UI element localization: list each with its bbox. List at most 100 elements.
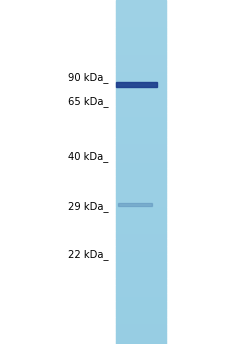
- Bar: [116, 48, 166, 49]
- Bar: [116, 79, 166, 80]
- Bar: [116, 180, 166, 181]
- Bar: [116, 217, 166, 218]
- Bar: [116, 56, 166, 57]
- Bar: [116, 144, 166, 146]
- Bar: [116, 188, 166, 189]
- Bar: [116, 329, 166, 330]
- Bar: [116, 309, 166, 310]
- Bar: [116, 187, 166, 188]
- Bar: [116, 47, 166, 48]
- Bar: [116, 9, 166, 10]
- Bar: [116, 179, 166, 180]
- Bar: [116, 219, 166, 220]
- Bar: [116, 10, 166, 11]
- Bar: [116, 86, 166, 87]
- Bar: [116, 135, 166, 137]
- Bar: [116, 42, 166, 44]
- Bar: [116, 163, 166, 164]
- Bar: [116, 289, 166, 290]
- Bar: [116, 200, 166, 201]
- Bar: [116, 119, 166, 120]
- Bar: [116, 11, 166, 13]
- Bar: [116, 278, 166, 279]
- Bar: [116, 116, 166, 117]
- Bar: [116, 108, 166, 109]
- Bar: [116, 311, 166, 312]
- Bar: [116, 256, 166, 257]
- Bar: [116, 330, 166, 331]
- Bar: [116, 73, 166, 75]
- Bar: [116, 71, 166, 72]
- Bar: [116, 33, 166, 34]
- Bar: [116, 55, 166, 56]
- Bar: [116, 305, 166, 306]
- Bar: [116, 211, 166, 212]
- Bar: [116, 69, 166, 70]
- Bar: [116, 70, 166, 71]
- Bar: [116, 101, 166, 102]
- Bar: [116, 271, 166, 272]
- Bar: [116, 58, 166, 60]
- Bar: [116, 264, 166, 265]
- Bar: [116, 181, 166, 182]
- Bar: [116, 300, 166, 302]
- Bar: [116, 245, 166, 247]
- Bar: [116, 210, 166, 211]
- Bar: [116, 52, 166, 53]
- Bar: [116, 229, 166, 230]
- Bar: [116, 138, 166, 139]
- Bar: [116, 190, 166, 192]
- Bar: [116, 140, 166, 141]
- Bar: [116, 170, 166, 171]
- Bar: [116, 23, 166, 24]
- Bar: [116, 197, 166, 198]
- Bar: [116, 223, 166, 224]
- Bar: [116, 275, 166, 276]
- Bar: [116, 298, 166, 299]
- Bar: [116, 53, 166, 54]
- Bar: [116, 13, 166, 14]
- Bar: [116, 173, 166, 174]
- Bar: [116, 7, 166, 8]
- Bar: [116, 218, 166, 219]
- Bar: [116, 225, 166, 226]
- Bar: [116, 125, 166, 126]
- Bar: [116, 316, 166, 318]
- Bar: [116, 132, 166, 133]
- Bar: [116, 216, 166, 217]
- Bar: [116, 284, 166, 286]
- Bar: [116, 315, 166, 316]
- Bar: [116, 293, 166, 295]
- Bar: [116, 193, 166, 194]
- Bar: [116, 204, 166, 205]
- Bar: [116, 147, 166, 148]
- Bar: [116, 25, 166, 26]
- Bar: [116, 68, 166, 69]
- Bar: [116, 243, 166, 244]
- Bar: [116, 114, 166, 115]
- Bar: [116, 343, 166, 344]
- Bar: [116, 272, 166, 273]
- Bar: [116, 146, 166, 147]
- Bar: [116, 127, 166, 128]
- Bar: [116, 0, 166, 1]
- Bar: [116, 195, 166, 196]
- Bar: [116, 20, 166, 21]
- Bar: [116, 93, 166, 94]
- Text: 90 kDa_: 90 kDa_: [68, 72, 109, 83]
- Bar: [116, 287, 166, 288]
- Bar: [116, 220, 166, 221]
- Bar: [116, 248, 166, 249]
- Bar: [116, 44, 166, 45]
- Bar: [116, 32, 166, 33]
- Bar: [116, 207, 166, 209]
- Bar: [116, 174, 166, 175]
- Bar: [116, 162, 166, 163]
- Bar: [116, 157, 166, 158]
- Bar: [116, 171, 166, 172]
- Bar: [116, 169, 166, 170]
- Bar: [116, 46, 166, 47]
- Bar: [116, 142, 166, 143]
- Bar: [116, 237, 166, 238]
- Bar: [116, 327, 166, 328]
